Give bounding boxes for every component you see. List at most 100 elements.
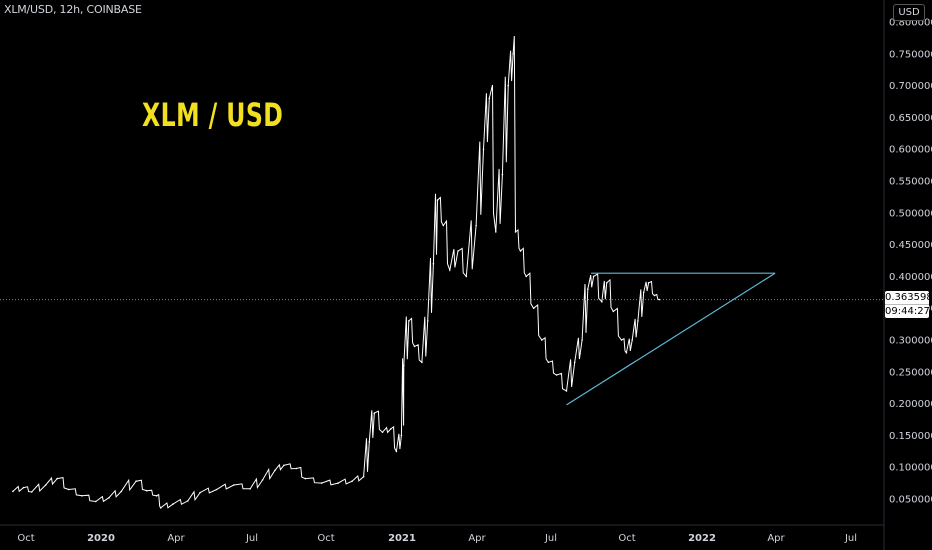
- price-point: [555, 374, 558, 376]
- price-point: [482, 148, 485, 150]
- price-point: [631, 339, 633, 341]
- last-price-value: 0.363598: [885, 292, 932, 303]
- price-point: [274, 469, 276, 472]
- price-point: [351, 480, 353, 483]
- rising-support-line: [566, 272, 776, 406]
- price-point: [541, 339, 543, 341]
- price-point: [44, 484, 47, 486]
- price-point: [507, 84, 510, 87]
- price-tick-label: 0.050000: [889, 495, 932, 506]
- price-point: [108, 496, 110, 499]
- price-tick-label: 0.200000: [889, 399, 932, 410]
- price-point: [159, 507, 162, 509]
- price-point: [30, 491, 33, 493]
- time-tick-label: Oct: [317, 533, 334, 544]
- price-tick-label: 0.700000: [889, 81, 932, 92]
- price-point: [525, 275, 527, 278]
- price-point: [449, 269, 451, 271]
- price-point: [320, 482, 323, 484]
- price-point: [172, 503, 174, 505]
- price-point: [56, 477, 58, 480]
- price-tick-label: 0.400000: [889, 272, 932, 283]
- time-tick-label: Apr: [468, 533, 486, 544]
- price-point: [501, 173, 504, 176]
- price-point: [592, 275, 595, 278]
- price-point: [155, 495, 158, 497]
- price-point: [612, 310, 615, 313]
- price-point: [620, 339, 623, 341]
- price-point: [249, 488, 251, 490]
- price-axis[interactable]: 0.050000 0.100000 0.150000 0.200000 0.250000…: [883, 0, 932, 550]
- price-point: [95, 500, 97, 503]
- price-point: [283, 464, 285, 467]
- price-point: [81, 495, 83, 497]
- price-point: [120, 490, 123, 493]
- time-tick-label: Jul: [245, 533, 258, 544]
- time-tick-label: Oct: [17, 533, 34, 544]
- price-point: [488, 97, 491, 100]
- time-tick-label: 2020: [87, 533, 115, 544]
- time-tick-label: Apr: [767, 533, 785, 544]
- price-point: [413, 345, 416, 348]
- time-tick-label: Apr: [167, 533, 185, 544]
- price-point: [368, 441, 371, 443]
- symbol-info: XLM/USD, 12h, COINBASE: [4, 3, 142, 16]
- price-tick-label: 0.250000: [889, 367, 932, 378]
- price-point: [421, 361, 423, 364]
- price-tick-label: 0.150000: [889, 431, 932, 442]
- price-point: [475, 224, 477, 227]
- price-point: [145, 489, 148, 492]
- price-tick-label: 0.750000: [889, 49, 932, 60]
- price-point: [637, 320, 639, 322]
- price-series: [12, 35, 661, 509]
- price-point: [442, 224, 445, 227]
- price-point: [465, 275, 468, 278]
- overlay-title: XLM / USD: [142, 96, 284, 134]
- time-tick-label: 2021: [388, 533, 416, 544]
- price-point: [135, 480, 137, 483]
- last-price-label: 0.363598 09:44:27: [885, 291, 932, 318]
- time-tick-label: Oct: [618, 533, 635, 544]
- price-tick-label: 0.300000: [889, 336, 932, 347]
- price-point: [573, 361, 576, 364]
- price-point: [647, 282, 650, 284]
- price-point: [261, 479, 264, 481]
- time-tick-label: 2022: [688, 533, 716, 544]
- price-point: [514, 231, 517, 233]
- price-tick-label: 0.800000: [889, 18, 932, 29]
- price-point: [625, 351, 628, 354]
- bar-countdown: 09:44:27: [885, 306, 930, 317]
- price-point: [587, 288, 589, 290]
- price-point: [581, 339, 583, 341]
- price-tick-label: 0.650000: [889, 113, 932, 124]
- price-point: [373, 412, 376, 414]
- price-point: [215, 488, 218, 491]
- price-point: [436, 199, 439, 201]
- price-point: [457, 250, 459, 252]
- price-point: [337, 482, 339, 484]
- price-point: [601, 301, 603, 303]
- price-point: [233, 484, 235, 486]
- time-tick-label: Jul: [544, 533, 557, 544]
- price-point: [565, 390, 568, 392]
- price-point: [400, 434, 403, 437]
- price-line-series-0: [12, 35, 660, 509]
- price-point: [512, 53, 514, 55]
- time-axis[interactable]: Oct 2020 Apr Jul Oct 2021 Apr Jul Oct 2022 Apr Jul: [0, 524, 884, 544]
- price-point: [187, 500, 189, 502]
- price-point: [381, 431, 384, 434]
- price-point: [642, 291, 645, 294]
- price-point: [199, 491, 201, 494]
- time-tick-label: Jul: [844, 533, 857, 544]
- price-point: [304, 477, 307, 480]
- price-point: [432, 262, 435, 265]
- price-point: [653, 294, 656, 297]
- price-point: [658, 298, 661, 301]
- price-point: [12, 490, 14, 493]
- price-point: [532, 307, 535, 310]
- currency-badge[interactable]: USD: [893, 4, 925, 21]
- price-point: [426, 320, 429, 322]
- price-tick-label: 0.500000: [889, 208, 932, 219]
- price-point: [403, 364, 405, 367]
